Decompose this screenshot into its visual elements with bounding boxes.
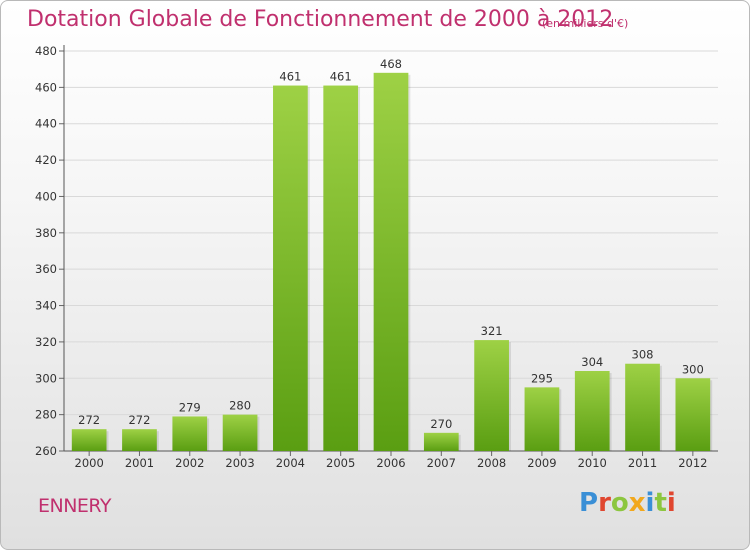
x-tick-label: 2003 [225, 456, 254, 470]
data-label: 304 [581, 355, 603, 369]
data-label: 461 [330, 70, 352, 84]
bar [273, 85, 308, 451]
logo-letter: x [628, 488, 646, 518]
bar [625, 363, 660, 451]
logo-letter: t [654, 488, 667, 518]
data-label: 300 [682, 362, 704, 376]
y-tick-label: 420 [35, 153, 57, 167]
logo-letter: i [645, 488, 655, 518]
data-label: 461 [279, 70, 301, 84]
x-tick-label: 2006 [376, 456, 405, 470]
chart-title: Dotation Globale de Fonctionnement de 20… [27, 7, 614, 32]
y-tick-label: 300 [35, 371, 57, 385]
data-label: 272 [128, 413, 150, 427]
x-tick-label: 2011 [628, 456, 657, 470]
data-label: 270 [430, 417, 452, 431]
bars [71, 72, 713, 452]
y-tick-label: 460 [35, 80, 57, 94]
y-tick-label: 260 [35, 444, 57, 458]
x-tick-label: 2010 [578, 456, 607, 470]
bar [524, 387, 560, 451]
x-tick-label: 2000 [75, 456, 104, 470]
data-label: 308 [632, 348, 654, 362]
y-tick-label: 340 [35, 299, 57, 313]
x-tick-label: 2012 [678, 456, 707, 470]
proxiti-logo: Proxiti [579, 488, 676, 518]
bar [474, 340, 509, 451]
x-tick-label: 2007 [427, 456, 456, 470]
bar [423, 432, 459, 451]
x-tick-label: 2008 [477, 456, 506, 470]
y-tick-label: 400 [35, 189, 57, 203]
x-tick-label: 2001 [125, 456, 154, 470]
data-label: 272 [78, 413, 100, 427]
bar [172, 416, 208, 451]
data-label: 295 [531, 371, 553, 385]
y-tick-label: 320 [35, 335, 57, 349]
commune-name: ENNERY [38, 495, 112, 517]
bar [373, 72, 409, 452]
logo-letter: o [610, 488, 629, 518]
data-label: 279 [179, 400, 201, 414]
data-label: 321 [481, 324, 503, 338]
x-tick-label: 2005 [326, 456, 355, 470]
bar [71, 429, 107, 451]
y-tick-label: 280 [35, 408, 57, 422]
logo-letter: i [666, 488, 676, 518]
data-label: 280 [229, 399, 251, 413]
y-tick-label: 480 [35, 44, 57, 58]
logo-letter: r [598, 488, 611, 518]
bar [222, 414, 258, 451]
y-tick-label: 380 [35, 226, 57, 240]
bar [574, 371, 610, 451]
logo-letter: P [579, 488, 599, 518]
x-tick-label: 2009 [527, 456, 556, 470]
y-tick-label: 360 [35, 262, 57, 276]
bar [675, 378, 711, 451]
bar [122, 429, 157, 451]
data-label: 468 [380, 57, 402, 71]
bar [323, 85, 359, 451]
x-tick-label: 2004 [276, 456, 305, 470]
labels: 260 280 300 320 340 360 380 400 420 440 460 480 272 2… [35, 44, 707, 470]
y-tick-label: 440 [35, 117, 57, 131]
chart-subtitle: (en milliers d'€) [542, 17, 629, 30]
x-tick-label: 2002 [175, 456, 204, 470]
